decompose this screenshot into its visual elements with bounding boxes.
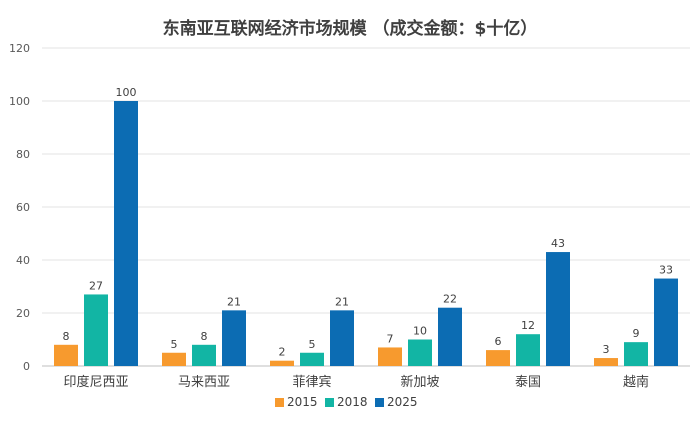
data-label: 2 [279, 346, 286, 359]
data-label: 100 [116, 86, 137, 99]
x-category-label: 菲律宾 [292, 374, 331, 390]
legend-label: 2015 [287, 395, 318, 409]
x-category-label: 马来西亚 [178, 375, 230, 390]
legend-swatch-2015 [275, 398, 284, 407]
bar-2015 [162, 352, 186, 366]
bar-2018 [300, 352, 324, 366]
x-category-label: 越南 [623, 374, 649, 390]
bar-2018 [516, 334, 540, 366]
bar-2025 [546, 252, 570, 366]
bar-2018 [84, 294, 108, 366]
bar-2015 [270, 360, 294, 366]
bar-2025 [438, 307, 462, 366]
y-tick-label: 60 [16, 201, 30, 214]
data-label: 9 [633, 327, 640, 340]
data-labels: 8 27 100 5 8 21 2 5 21 7 10 22 6 12 43 3 9 33 [63, 86, 674, 359]
y-tick-label: 100 [9, 95, 30, 108]
bar-2025 [114, 101, 138, 366]
bar-2015 [378, 347, 402, 366]
data-label: 5 [309, 338, 316, 351]
x-axis-categories: 印度尼西亚 马来西亚 菲律宾 新加坡 泰国 越南 [63, 374, 649, 390]
legend-swatch-2025 [375, 398, 384, 407]
x-category-label: 新加坡 [400, 374, 439, 390]
y-tick-label: 80 [16, 148, 30, 161]
data-label: 6 [495, 335, 502, 348]
legend-swatch-2018 [325, 398, 334, 407]
bar-2018 [192, 344, 216, 366]
y-tick-label: 40 [16, 254, 30, 267]
bar-2025 [330, 310, 354, 366]
data-label: 10 [413, 325, 427, 338]
legend-label: 2025 [387, 395, 418, 409]
y-tick-label: 0 [23, 360, 30, 373]
bar-2025 [654, 278, 678, 366]
data-label: 43 [551, 237, 565, 250]
y-tick-label: 120 [9, 42, 30, 55]
legend: 2015 2018 2025 [275, 395, 418, 409]
bar-2015 [54, 344, 78, 366]
data-label: 8 [201, 330, 208, 343]
data-label: 21 [227, 295, 241, 308]
data-label: 8 [63, 330, 70, 343]
data-label: 27 [89, 279, 103, 292]
bars [54, 101, 678, 366]
x-category-label: 泰国 [515, 375, 541, 390]
bar-2018 [624, 342, 648, 366]
y-tick-label: 20 [16, 307, 30, 320]
chart-title: 东南亚互联网经济市场规模 （成交金额：$十亿） [163, 18, 538, 39]
data-label: 21 [335, 295, 349, 308]
bar-2025 [222, 310, 246, 366]
legend-label: 2018 [337, 395, 368, 409]
data-label: 33 [659, 264, 673, 277]
bar-2015 [594, 358, 618, 366]
bar-2018 [408, 339, 432, 366]
bar-2015 [486, 350, 510, 366]
data-label: 3 [603, 343, 610, 356]
data-label: 7 [387, 332, 394, 345]
y-axis-ticks: 0 20 40 60 80 100 120 [9, 42, 30, 373]
data-label: 5 [171, 338, 178, 351]
gridlines [42, 47, 690, 314]
x-category-label: 印度尼西亚 [63, 374, 128, 390]
data-label: 12 [521, 319, 535, 332]
data-label: 22 [443, 293, 457, 306]
